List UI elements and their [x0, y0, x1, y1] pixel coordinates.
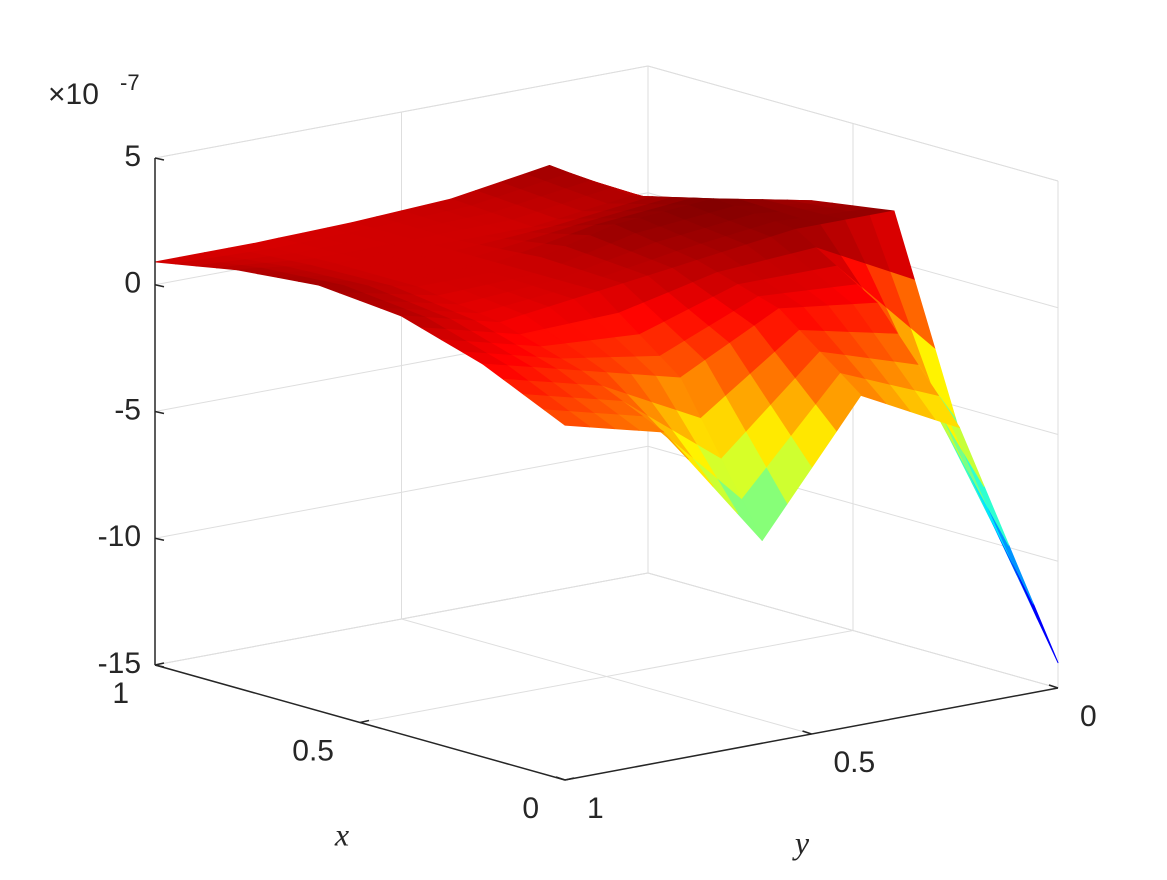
grid-line	[401, 618, 812, 735]
x-tick-label: 0.5	[292, 734, 334, 767]
x-tick-label: 1	[112, 677, 129, 710]
z-tick-label: -15	[98, 647, 141, 680]
surface-patch	[1012, 562, 1059, 664]
z-multiplier-base: ×10	[48, 78, 99, 111]
y-tick-label: 0.5	[834, 746, 876, 779]
z-tick-label: 5	[124, 140, 141, 173]
z-tick-label: -10	[98, 520, 141, 553]
grid-line	[647, 572, 1059, 689]
x-tick	[564, 777, 575, 781]
z-tick	[154, 157, 165, 161]
surface-patch	[987, 507, 1034, 605]
y-tick	[555, 776, 566, 781]
x-tick-label: 0	[522, 792, 539, 825]
z-tick	[154, 537, 165, 541]
z-tick-label: 0	[124, 267, 141, 300]
x-tick	[359, 719, 370, 724]
x-tick	[154, 662, 165, 666]
z-tick	[154, 284, 165, 288]
z-tick-label: -5	[114, 393, 141, 426]
y-tick	[1048, 684, 1059, 689]
surface-patch	[942, 417, 989, 509]
y-axis-label: y	[792, 824, 810, 860]
axes: -15 -10 -5 0 5 0 0.5 1 0 0.5 1	[98, 140, 1097, 825]
surface	[154, 165, 1059, 664]
z-tick	[154, 410, 165, 415]
y-tick-label: 0	[1080, 700, 1097, 733]
surface-patch	[967, 469, 1014, 564]
surface-patch	[544, 409, 591, 428]
surface-patch	[963, 451, 1010, 546]
z-multiplier-exponent: -7	[120, 70, 140, 95]
y-tick	[802, 730, 812, 735]
x-axis-label: x	[334, 816, 349, 852]
y-tick-label: 1	[587, 792, 604, 825]
